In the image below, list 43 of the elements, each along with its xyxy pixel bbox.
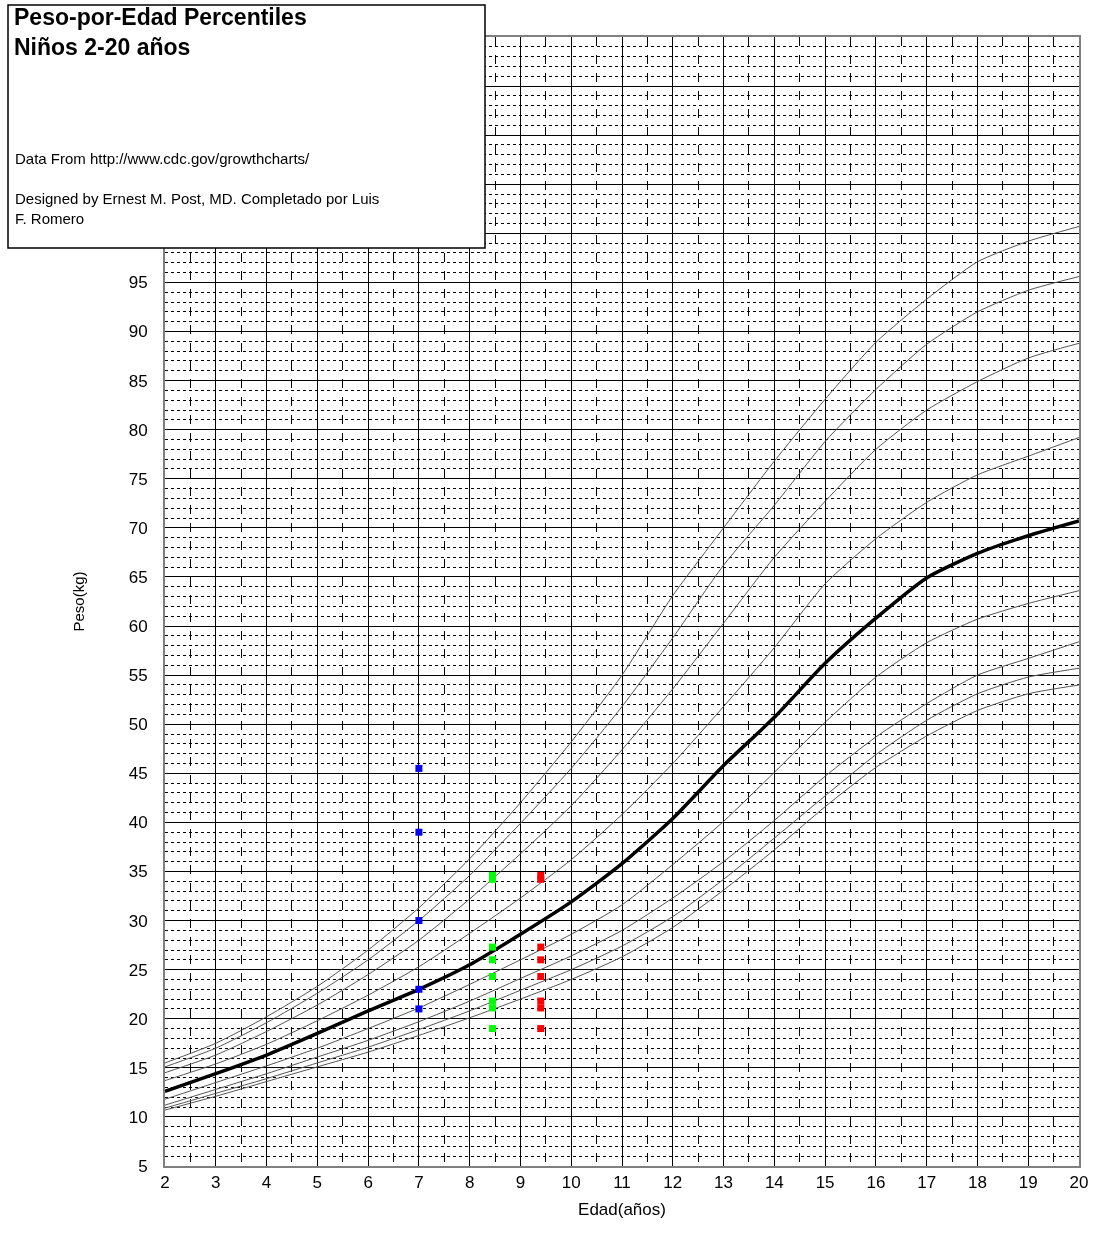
y-tick-label: 55: [128, 666, 148, 686]
x-tick-label: 2: [160, 1173, 170, 1193]
x-tick-label: 10: [561, 1173, 581, 1193]
y-tick-label: 5: [138, 1156, 148, 1176]
y-tick-label: 45: [128, 764, 148, 784]
y-tick-label: 30: [128, 911, 148, 931]
x-tick-label: 13: [714, 1173, 734, 1193]
y-tick-label: 70: [128, 518, 148, 538]
y-tick-label: 75: [128, 469, 148, 489]
y-tick-label: 35: [128, 862, 148, 882]
x-tick-label: 8: [464, 1173, 475, 1193]
x-tick-label: 12: [663, 1173, 683, 1193]
x-tick-label: 18: [967, 1173, 987, 1193]
annotation: Data From http://www.cdc.gov/growthcharts/: [15, 150, 311, 167]
x-tick-label: 9: [515, 1173, 526, 1193]
y-tick-label: 80: [128, 420, 148, 440]
y-tick-label: 15: [128, 1058, 148, 1078]
x-tick-label: 17: [917, 1173, 937, 1193]
y-tick-label: 10: [128, 1107, 148, 1127]
y-tick-label: 90: [128, 322, 148, 342]
x-tick-label: 7: [414, 1173, 424, 1193]
annotation: Designed by Ernest M. Post, MD. Completado por Luis F. Romero: [15, 190, 380, 227]
x-tick-label: 20: [1069, 1173, 1089, 1193]
x-tick-label: 3: [211, 1173, 221, 1193]
y-tick-label: 50: [128, 715, 148, 735]
x-tick-label: 4: [261, 1173, 272, 1193]
y-tick-label: 60: [128, 616, 148, 636]
x-tick-label: 6: [363, 1173, 373, 1193]
x-tick-label: 11: [613, 1173, 631, 1193]
y-axis-title: Peso(kg): [70, 571, 88, 632]
x-tick-label: 5: [312, 1173, 323, 1193]
y-tick-label: 95: [128, 273, 148, 293]
y-tick-label: 65: [128, 567, 148, 587]
x-tick-label: 14: [764, 1173, 784, 1193]
y-tick-label: 40: [128, 813, 148, 833]
y-tick-label: 85: [128, 371, 148, 391]
chart-title: Peso-por-Edad Percentiles Niños 2-20 años: [14, 4, 307, 60]
x-tick-label: 16: [866, 1173, 886, 1193]
x-tick-label: 15: [815, 1173, 835, 1193]
x-axis-title: Edad(años): [578, 1200, 666, 1220]
x-tick-label: 19: [1018, 1173, 1038, 1193]
y-tick-label: 20: [128, 1009, 148, 1029]
y-tick-label: 25: [128, 960, 148, 980]
